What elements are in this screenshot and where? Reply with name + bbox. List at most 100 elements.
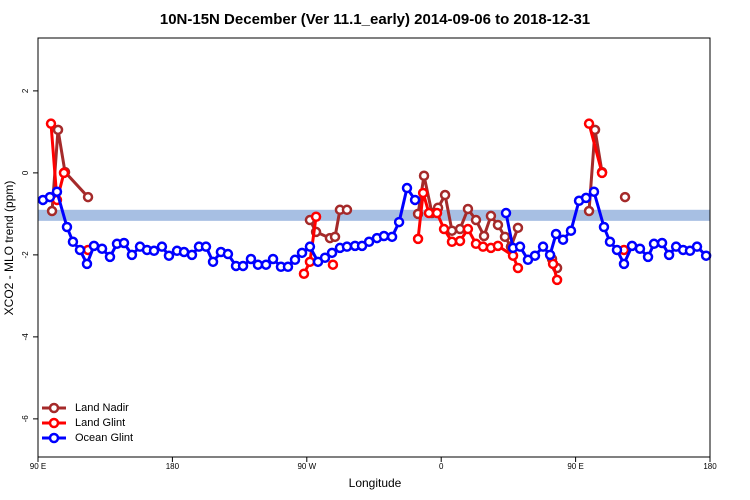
point: [514, 241, 526, 252]
point: [260, 259, 272, 270]
point: [304, 241, 316, 252]
point: [663, 249, 675, 261]
point: [634, 243, 646, 254]
point: [67, 236, 79, 248]
point: [596, 167, 608, 179]
point: [550, 228, 562, 240]
point: [282, 261, 294, 273]
point: [341, 241, 353, 252]
point: [598, 221, 610, 233]
point: [46, 205, 58, 217]
point: [478, 230, 490, 242]
point: [96, 243, 108, 254]
y-tick-label: 0: [21, 170, 30, 175]
point: [642, 251, 654, 263]
legend-label: Ocean Glint: [75, 432, 133, 444]
point: [423, 207, 435, 219]
point: [656, 237, 668, 249]
point: [446, 236, 458, 248]
point: [691, 241, 703, 252]
point: [618, 258, 630, 270]
point: [393, 216, 405, 228]
point: [200, 241, 212, 252]
point: [583, 205, 595, 217]
legend-marker: [48, 417, 60, 429]
point: [492, 219, 504, 231]
point: [492, 240, 504, 252]
legend-label: Land Nadir: [75, 402, 129, 414]
point: [401, 182, 413, 194]
point: [547, 258, 559, 270]
point: [363, 236, 375, 248]
point: [431, 207, 443, 219]
point: [156, 241, 168, 252]
point: [298, 268, 310, 279]
point: [163, 250, 175, 261]
point: [88, 240, 100, 252]
point: [289, 254, 301, 266]
point: [327, 259, 339, 270]
reference-band: [38, 209, 710, 221]
legend-marker: [48, 402, 60, 414]
point: [186, 249, 198, 261]
point: [44, 191, 56, 203]
x-tick-label: 0: [439, 462, 444, 471]
point: [296, 247, 308, 259]
point: [565, 225, 577, 236]
point: [580, 192, 592, 204]
point: [418, 170, 430, 182]
point: [512, 262, 524, 274]
y-tick-label: -4: [21, 333, 30, 341]
point: [500, 207, 512, 219]
point: [454, 235, 466, 247]
point: [439, 189, 451, 201]
point: [557, 234, 569, 245]
y-axis-label: XCO2 - MLO trend (ppm): [2, 181, 16, 316]
x-tick-label: 90 E: [567, 462, 583, 471]
x-axis-label: Longitude: [349, 476, 402, 490]
x-tick-label: 90 W: [297, 462, 316, 471]
point: [52, 124, 64, 136]
point: [148, 245, 160, 257]
point: [82, 191, 94, 203]
point: [462, 223, 474, 235]
x-tick-label: 180: [166, 462, 180, 471]
point: [648, 238, 660, 250]
y-tick-label: 2: [21, 88, 30, 93]
point: [417, 187, 429, 199]
legend-marker: [48, 432, 60, 444]
x-tick-label: 180: [703, 462, 717, 471]
point: [329, 231, 341, 243]
point: [341, 204, 353, 216]
point: [304, 256, 316, 268]
point: [104, 251, 116, 263]
point: [512, 222, 524, 234]
point: [477, 241, 489, 252]
point: [409, 194, 421, 206]
y-tick-label: -2: [21, 251, 30, 259]
point: [412, 233, 424, 245]
y-tick-label: -6: [21, 415, 30, 423]
point: [611, 244, 623, 256]
point: [604, 236, 616, 248]
x-tick-label: 90 E: [30, 462, 46, 471]
point: [485, 210, 497, 222]
point: [529, 250, 541, 261]
point: [207, 256, 219, 268]
legend-label: Land Glint: [75, 417, 125, 429]
point: [551, 274, 563, 286]
point: [45, 118, 57, 129]
point: [310, 211, 322, 223]
point: [470, 214, 482, 226]
point: [700, 250, 712, 261]
point: [245, 253, 257, 265]
point: [319, 252, 331, 263]
point: [61, 221, 73, 233]
point: [378, 230, 390, 242]
point: [438, 223, 450, 235]
point: [583, 118, 595, 129]
point: [81, 258, 93, 270]
point: [58, 167, 70, 179]
